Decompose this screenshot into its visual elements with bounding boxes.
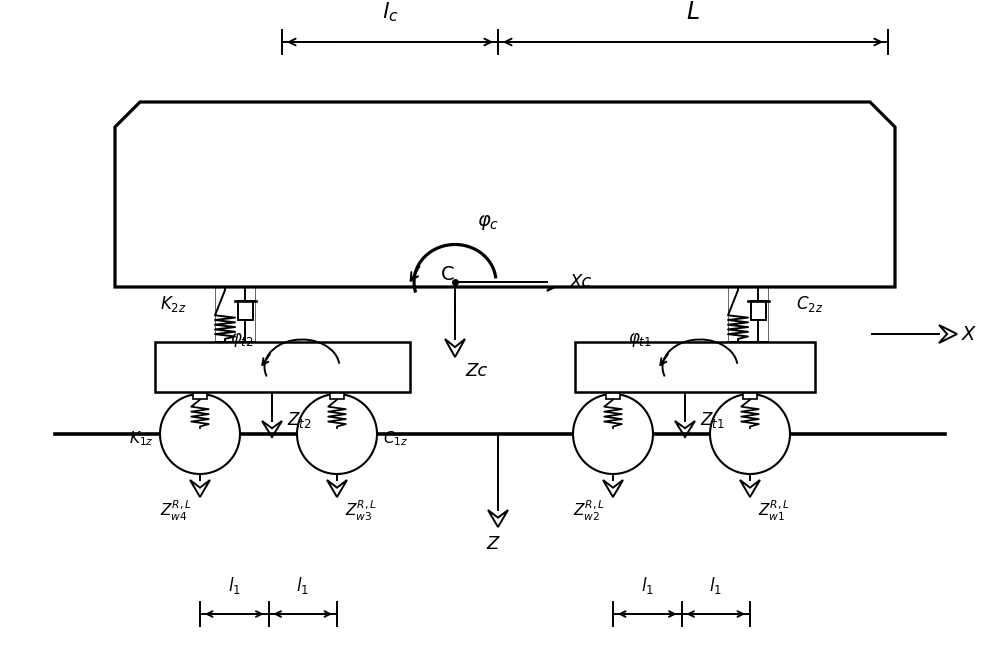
Text: $Z_{w2}^{R,L}$: $Z_{w2}^{R,L}$ <box>573 499 605 523</box>
Circle shape <box>710 394 790 474</box>
Text: $K_{2z}$: $K_{2z}$ <box>160 294 187 314</box>
Text: Z: Z <box>487 535 499 553</box>
Text: $l_1$: $l_1$ <box>296 575 309 596</box>
Text: $Z_{w1}^{R,L}$: $Z_{w1}^{R,L}$ <box>758 499 790 523</box>
Text: $Z_{w4}^{R,L}$: $Z_{w4}^{R,L}$ <box>160 499 192 523</box>
Bar <box>238 301 252 321</box>
Text: $l_c$: $l_c$ <box>382 1 398 24</box>
Text: Zc: Zc <box>465 362 487 380</box>
Text: X: X <box>962 325 975 343</box>
Circle shape <box>297 394 377 474</box>
Circle shape <box>573 394 653 474</box>
Text: $\varphi_c$: $\varphi_c$ <box>477 213 499 232</box>
Bar <box>193 393 207 398</box>
Text: $l_1$: $l_1$ <box>641 575 654 596</box>
Text: $Z_{t1}$: $Z_{t1}$ <box>700 410 725 430</box>
Circle shape <box>160 394 240 474</box>
Text: $K_{1z}$: $K_{1z}$ <box>129 429 154 448</box>
Text: $Z_{w3}^{R,L}$: $Z_{w3}^{R,L}$ <box>345 499 377 523</box>
Text: C: C <box>441 265 455 284</box>
Bar <box>575 342 815 392</box>
Text: $\varphi_{t1}$: $\varphi_{t1}$ <box>628 331 651 349</box>
Text: $Z_{t2}$: $Z_{t2}$ <box>287 410 312 430</box>
Text: $l_1$: $l_1$ <box>228 575 241 596</box>
Bar <box>750 301 766 321</box>
Text: $l_1$: $l_1$ <box>709 575 722 596</box>
Text: Xc: Xc <box>570 273 592 291</box>
Bar <box>743 393 757 398</box>
Bar <box>154 342 410 392</box>
Bar <box>606 393 620 398</box>
Text: $\varphi_{t2}$: $\varphi_{t2}$ <box>230 331 253 349</box>
Text: $C_{1z}$: $C_{1z}$ <box>383 429 408 448</box>
Polygon shape <box>115 102 895 287</box>
Text: $C_{2z}$: $C_{2z}$ <box>796 294 823 314</box>
Bar <box>330 393 344 398</box>
Text: $L$: $L$ <box>686 0 700 24</box>
